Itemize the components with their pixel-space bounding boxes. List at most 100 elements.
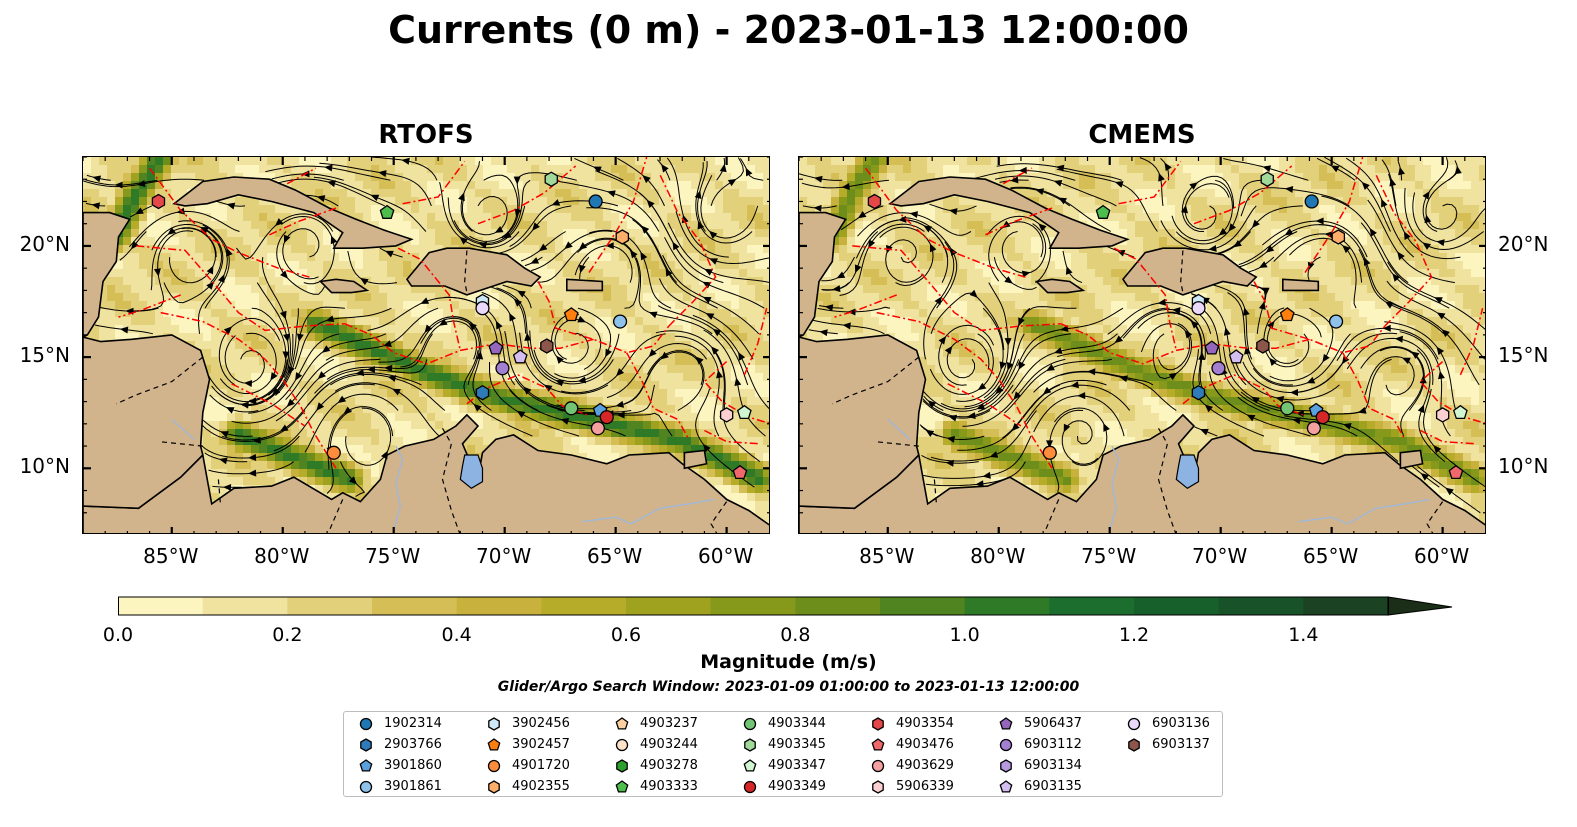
flow-arrow [605,348,612,358]
float-5906339[interactable] [1435,407,1450,423]
flow-arrow [641,225,650,234]
eez-boundary [659,174,717,327]
flow-arrow [1189,182,1198,190]
legend-label: 3902457 [512,737,570,752]
flow-arrow [1433,445,1442,454]
float-2903766[interactable] [475,384,490,401]
float-4903476[interactable] [1448,464,1464,480]
float-4903333[interactable] [379,204,395,219]
float-4903629[interactable] [1306,421,1321,436]
float-4903345[interactable] [544,171,558,187]
river [630,498,714,525]
flow-arrow [543,384,553,392]
lon-tick-label: 80°W [970,544,1026,568]
flow-arrow [384,364,393,372]
float-6903112[interactable] [1211,361,1226,376]
flow-arrow [220,431,229,438]
flow-arrow [1164,162,1172,172]
coastline-hispaniola [1122,247,1258,296]
flow-arrow [1181,204,1188,214]
flow-arrow [199,227,209,234]
float-3902457[interactable] [563,307,579,322]
flow-arrow [989,451,999,458]
rtofs-map[interactable] [82,156,770,534]
float-4901720[interactable] [1042,445,1057,460]
colorbar-tick-label: 1.2 [1118,624,1150,646]
float-3902457[interactable] [1279,307,1295,322]
flow-arrow [494,226,504,233]
float-5906437[interactable] [1204,340,1220,355]
float-6903136[interactable] [1191,301,1206,316]
float-6903137[interactable] [540,338,554,354]
flow-arrow [1157,298,1167,306]
flow-arrow [1070,381,1080,389]
flow-arrow [516,410,526,418]
flow-arrow [280,270,289,279]
cmems-map[interactable] [798,156,1486,534]
flow-arrow [1392,273,1401,282]
float-4903347[interactable] [1452,404,1468,420]
float-4901720[interactable] [326,445,341,460]
float-3901861[interactable] [612,314,628,329]
float-1902314[interactable] [588,194,603,209]
float-1902314[interactable] [1304,194,1319,209]
float-5906339[interactable] [719,407,734,423]
flow-arrow [836,271,846,279]
float-6903135[interactable] [1228,349,1244,364]
flow-arrow [927,400,937,409]
float-6903112[interactable] [495,361,510,376]
flow-arrow [458,192,465,202]
colorbar-tick-label: 0.4 [441,624,472,646]
flow-arrow [317,371,327,380]
flow-arrow [702,281,712,289]
country-border [464,250,468,293]
lon-tick-label: 85°W [143,544,199,568]
flow-arrow [509,312,516,322]
float-4903354[interactable] [867,193,882,210]
float-4903333[interactable] [1095,204,1111,219]
float-4903354[interactable] [151,193,166,210]
float-4902355[interactable] [615,229,630,245]
float-6903137[interactable] [1256,338,1270,354]
flow-arrow [473,403,482,412]
float-6903136[interactable] [475,301,490,316]
float-4903349[interactable] [1315,410,1330,425]
lat-tick-label-left: 20°N [19,231,70,256]
flow-arrow [1436,346,1445,356]
float-2903766[interactable] [1191,384,1206,401]
flow-arrow [1422,242,1431,250]
float-4903629[interactable] [590,421,605,436]
coastline-puertoRico [565,278,604,292]
flow-arrow [578,242,588,250]
float-5906437[interactable] [488,340,504,355]
float-4903345[interactable] [1260,171,1274,187]
float-3901861[interactable] [1328,314,1344,329]
flow-arrow [1198,351,1206,360]
coastline-yucatan [799,211,847,338]
legend-label: 4903354 [896,716,954,731]
country-border [710,501,728,533]
eez-boundary [160,311,337,469]
float-4902355[interactable] [1331,229,1346,245]
flow-arrow [1402,357,1411,365]
circle-marker-icon [999,738,1013,752]
flow-arrow [1258,261,1268,269]
circle-marker-icon [359,717,373,731]
float-4903476[interactable] [732,464,748,480]
flow-arrow [1046,440,1054,449]
flow-arrow [1035,188,1045,196]
flow-arrow [1204,404,1214,413]
float-4903349[interactable] [599,410,614,425]
float-4903344[interactable] [564,401,579,416]
flow-arrow [468,322,477,331]
flow-arrow [944,345,953,355]
flow-arrow [321,345,331,353]
flow-arrow [1292,417,1301,425]
eez-boundary [1193,165,1293,225]
flow-arrow [206,281,215,290]
flow-arrow [1260,287,1270,295]
float-4903344[interactable] [1280,401,1295,416]
flow-arrow [1417,404,1425,414]
float-6903135[interactable] [512,349,528,364]
float-4903347[interactable] [736,404,752,420]
